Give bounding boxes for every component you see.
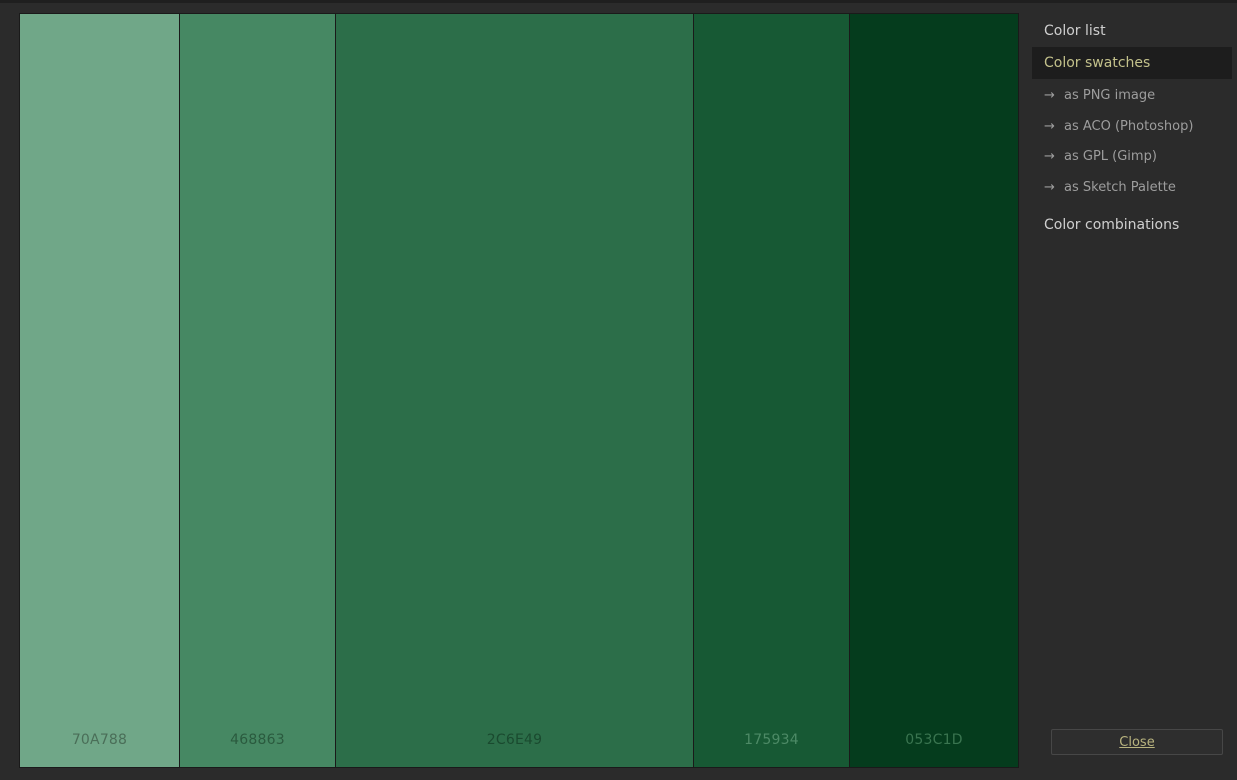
- sidebar-menu: Color list Color swatches → as PNG image …: [1032, 15, 1232, 241]
- export-png-label: as PNG image: [1064, 88, 1156, 103]
- close-button[interactable]: Close: [1051, 729, 1223, 755]
- menu-item-color-combinations[interactable]: Color combinations: [1044, 217, 1180, 233]
- swatch-hex-label: 2C6E49: [486, 732, 543, 748]
- export-aco-link[interactable]: → as ACO (Photoshop): [1032, 112, 1232, 143]
- arrow-right-icon: →: [1044, 149, 1055, 164]
- arrow-right-icon: →: [1044, 118, 1055, 134]
- color-swatch[interactable]: 468863: [180, 14, 336, 767]
- export-sketch-label: as Sketch Palette: [1064, 179, 1176, 195]
- export-submenu: → as PNG image → as ACO (Photoshop) → as GP…: [1032, 81, 1232, 203]
- arrow-right-icon: →: [1044, 179, 1055, 195]
- swatch-hex-label: 175934: [744, 732, 799, 748]
- color-swatch[interactable]: 70A788: [20, 14, 180, 767]
- color-swatch[interactable]: 053C1D: [850, 14, 1018, 767]
- swatch-hex-label: 468863: [230, 732, 285, 748]
- export-aco-label: as ACO (Photoshop): [1064, 118, 1194, 134]
- arrow-right-icon: →: [1044, 88, 1055, 103]
- export-sketch-link[interactable]: → as Sketch Palette: [1032, 173, 1232, 204]
- color-swatch[interactable]: 175934: [694, 14, 850, 767]
- export-gpl-label: as GPL (Gimp): [1064, 149, 1157, 164]
- export-png-link[interactable]: → as PNG image: [1032, 81, 1232, 112]
- swatch-hex-label: 70A788: [71, 732, 128, 748]
- swatch-hex-label: 053C1D: [905, 732, 963, 748]
- menu-item-color-list[interactable]: Color list: [1044, 23, 1106, 39]
- color-swatch[interactable]: 2C6E49: [336, 14, 694, 767]
- menu-item-color-swatches[interactable]: Color swatches: [1032, 47, 1232, 79]
- swatch-panel: 70A788 468863 2C6E49 175934 053C1D: [19, 13, 1019, 768]
- window-top-border: [0, 0, 1237, 3]
- export-gpl-link[interactable]: → as GPL (Gimp): [1032, 142, 1232, 173]
